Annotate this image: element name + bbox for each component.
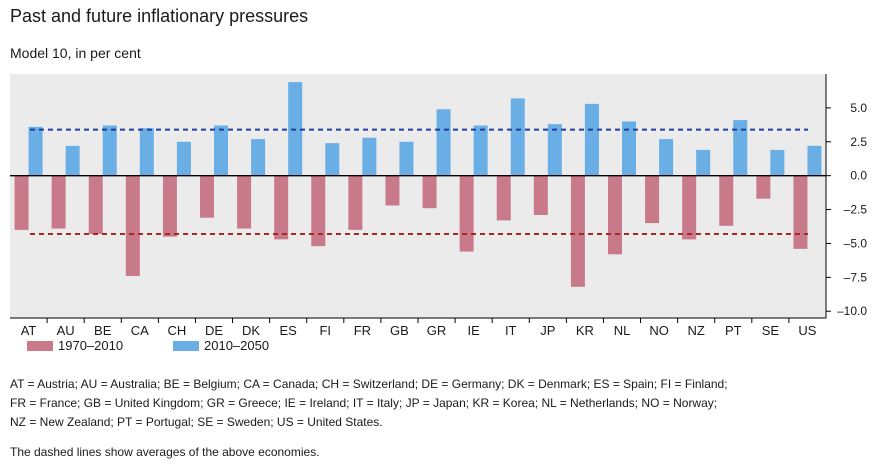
- bar-1970-2010-FI: [311, 175, 326, 247]
- bar-2010-2050-GB: [399, 141, 414, 176]
- bar-2010-2050-KR: [584, 103, 599, 176]
- x-tick-label-US: US: [798, 323, 816, 338]
- bar-1970-2010-DE: [200, 175, 214, 218]
- bar-2010-2050-BE: [102, 125, 117, 176]
- x-tick-label-AT: AT: [21, 323, 37, 338]
- bar-1970-2010-GB: [385, 175, 400, 206]
- bar-2010-2050-NO: [659, 139, 674, 176]
- x-tick-label-SE: SE: [762, 323, 780, 338]
- dashed-lines-note: The dashed lines show averages of the ab…: [10, 445, 320, 459]
- y-tick-label: 5.0: [850, 101, 867, 115]
- bar-1970-2010-US: [793, 175, 808, 249]
- bar-2010-2050-PT: [733, 120, 748, 176]
- bar-2010-2050-FR: [362, 137, 377, 176]
- y-tick-label: 0.0: [850, 169, 867, 183]
- x-tick-label-ES: ES: [280, 323, 298, 338]
- bar-1970-2010-NZ: [682, 175, 697, 240]
- x-tick-label-KR: KR: [576, 323, 594, 338]
- bar-1970-2010-KR: [570, 175, 585, 287]
- bar-2010-2050-DK: [251, 139, 266, 176]
- x-tick-label-JP: JP: [540, 323, 555, 338]
- bar-2010-2050-US: [807, 145, 822, 176]
- legend-label-1970-2010: 1970–2010: [58, 338, 123, 353]
- abbreviations-line-3: NZ = New Zealand; PT = Portugal; SE = Sw…: [10, 415, 383, 429]
- y-tick-label: –2.5: [844, 203, 868, 217]
- bar-2010-2050-IT: [510, 98, 525, 176]
- x-tick-label-GR: GR: [427, 323, 447, 338]
- bar-1970-2010-IT: [496, 175, 511, 221]
- x-tick-label-BE: BE: [94, 323, 112, 338]
- bar-2010-2050-FI: [325, 143, 340, 176]
- bar-2010-2050-AT: [28, 126, 43, 176]
- x-tick-label-GB: GB: [390, 323, 409, 338]
- bar-1970-2010-CA: [125, 175, 140, 276]
- abbreviations-line-1: AT = Austria; AU = Australia; BE = Belgi…: [10, 377, 728, 391]
- x-tick-label-DK: DK: [242, 323, 260, 338]
- x-tick-label-NO: NO: [649, 323, 669, 338]
- bar-1970-2010-PT: [719, 175, 734, 226]
- x-tick-label-FI: FI: [319, 323, 331, 338]
- bar-2010-2050-GR: [436, 109, 451, 176]
- bar-2010-2050-JP: [547, 124, 562, 176]
- bar-1970-2010-ES: [274, 175, 289, 240]
- y-tick-label: –5.0: [844, 236, 868, 250]
- bar-2010-2050-SE: [770, 149, 785, 176]
- legend-label-2010-2050: 2010–2050: [204, 338, 269, 353]
- x-tick-label-CH: CH: [168, 323, 187, 338]
- legend-swatch-1970-2010: [27, 341, 53, 351]
- bar-1970-2010-SE: [756, 175, 771, 199]
- bar-1970-2010-DK: [237, 175, 252, 229]
- x-tick-label-PT: PT: [725, 323, 742, 338]
- x-tick-label-AU: AU: [57, 323, 75, 338]
- bar-1970-2010-IE: [459, 175, 474, 252]
- bar-1970-2010-FR: [348, 175, 363, 230]
- bar-1970-2010-BE: [88, 175, 103, 234]
- bar-1970-2010-AU: [51, 175, 66, 229]
- bar-2010-2050-NZ: [696, 149, 711, 176]
- y-tick-label: –7.5: [844, 270, 868, 284]
- y-tick-label: 2.5: [850, 135, 867, 149]
- chart-title: Past and future inflationary pressures: [10, 6, 309, 26]
- chart-subtitle: Model 10, in per cent: [10, 45, 141, 61]
- x-tick-label-FR: FR: [354, 323, 371, 338]
- bar-2010-2050-CH: [176, 141, 191, 176]
- bar-2010-2050-DE: [214, 125, 228, 176]
- bar-2010-2050-NL: [622, 121, 636, 176]
- abbreviations-line-2: FR = France; GB = United Kingdom; GR = G…: [10, 396, 718, 410]
- bar-2010-2050-IE: [473, 125, 488, 176]
- bar-2010-2050-AU: [65, 145, 80, 176]
- x-tick-label-NL: NL: [614, 323, 631, 338]
- legend-swatch-2010-2050: [173, 341, 199, 351]
- y-tick-label: –10.0: [837, 304, 867, 318]
- x-tick-label-DE: DE: [205, 323, 223, 338]
- bar-2010-2050-CA: [139, 128, 154, 176]
- bar-1970-2010-GR: [422, 175, 437, 209]
- bar-1970-2010-CH: [162, 175, 177, 237]
- x-tick-label-CA: CA: [131, 323, 149, 338]
- bar-1970-2010-NL: [608, 175, 622, 255]
- bar-1970-2010-JP: [533, 175, 548, 215]
- x-tick-label-IE: IE: [467, 323, 480, 338]
- x-tick-label-NZ: NZ: [688, 323, 705, 338]
- bar-1970-2010-NO: [645, 175, 660, 224]
- bar-1970-2010-AT: [14, 175, 29, 230]
- x-tick-label-IT: IT: [505, 323, 517, 338]
